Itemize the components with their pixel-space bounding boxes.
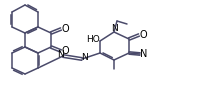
Text: N: N <box>81 53 87 61</box>
Text: O: O <box>139 30 147 40</box>
Text: O: O <box>61 24 69 34</box>
Text: N: N <box>140 49 148 59</box>
Text: N: N <box>58 50 64 59</box>
Text: O: O <box>61 46 69 56</box>
Text: HO: HO <box>86 35 100 43</box>
Text: N: N <box>111 23 117 33</box>
